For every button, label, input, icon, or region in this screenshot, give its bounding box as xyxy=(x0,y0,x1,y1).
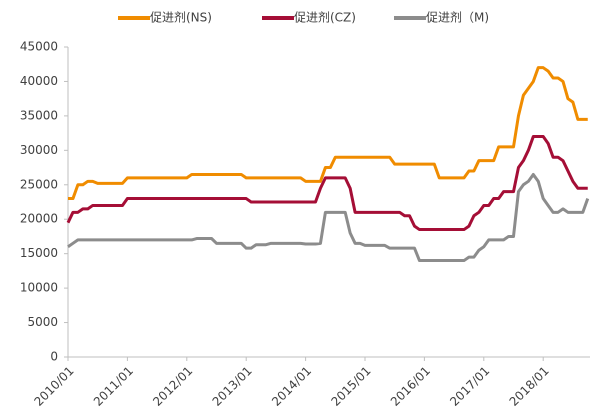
y-tick-label: 0 xyxy=(50,350,58,364)
y-tick-label: 35000 xyxy=(20,108,58,122)
x-tick-label: 2015/01 xyxy=(328,364,373,409)
y-tick-label: 45000 xyxy=(20,40,58,54)
y-tick-label: 30000 xyxy=(20,143,58,157)
y-tick-label: 10000 xyxy=(20,281,58,295)
x-tick-label: 2014/01 xyxy=(269,364,314,409)
y-tick-label: 40000 xyxy=(20,74,58,88)
x-tick-label: 2013/01 xyxy=(210,364,255,409)
x-tick-label: 2018/01 xyxy=(507,364,552,409)
legend-label: 促进剂（M) xyxy=(426,10,489,25)
y-tick-label: 15000 xyxy=(20,246,58,260)
x-tick-label: 2012/01 xyxy=(150,364,195,409)
y-tick-label: 25000 xyxy=(20,177,58,191)
y-tick-label: 5000 xyxy=(27,315,58,329)
y-tick-label: 20000 xyxy=(20,212,58,226)
x-tick-label: 2017/01 xyxy=(447,364,492,409)
legend-label: 促进剂(CZ) xyxy=(294,10,356,25)
series-line xyxy=(66,135,588,232)
legend-label: 促进剂(NS) xyxy=(150,10,212,25)
series-line xyxy=(68,66,588,201)
x-tick-label: 2016/01 xyxy=(388,364,433,409)
x-tick-label: 2010/01 xyxy=(31,364,76,409)
series-line xyxy=(67,172,590,263)
x-tick-label: 2011/01 xyxy=(91,364,136,409)
